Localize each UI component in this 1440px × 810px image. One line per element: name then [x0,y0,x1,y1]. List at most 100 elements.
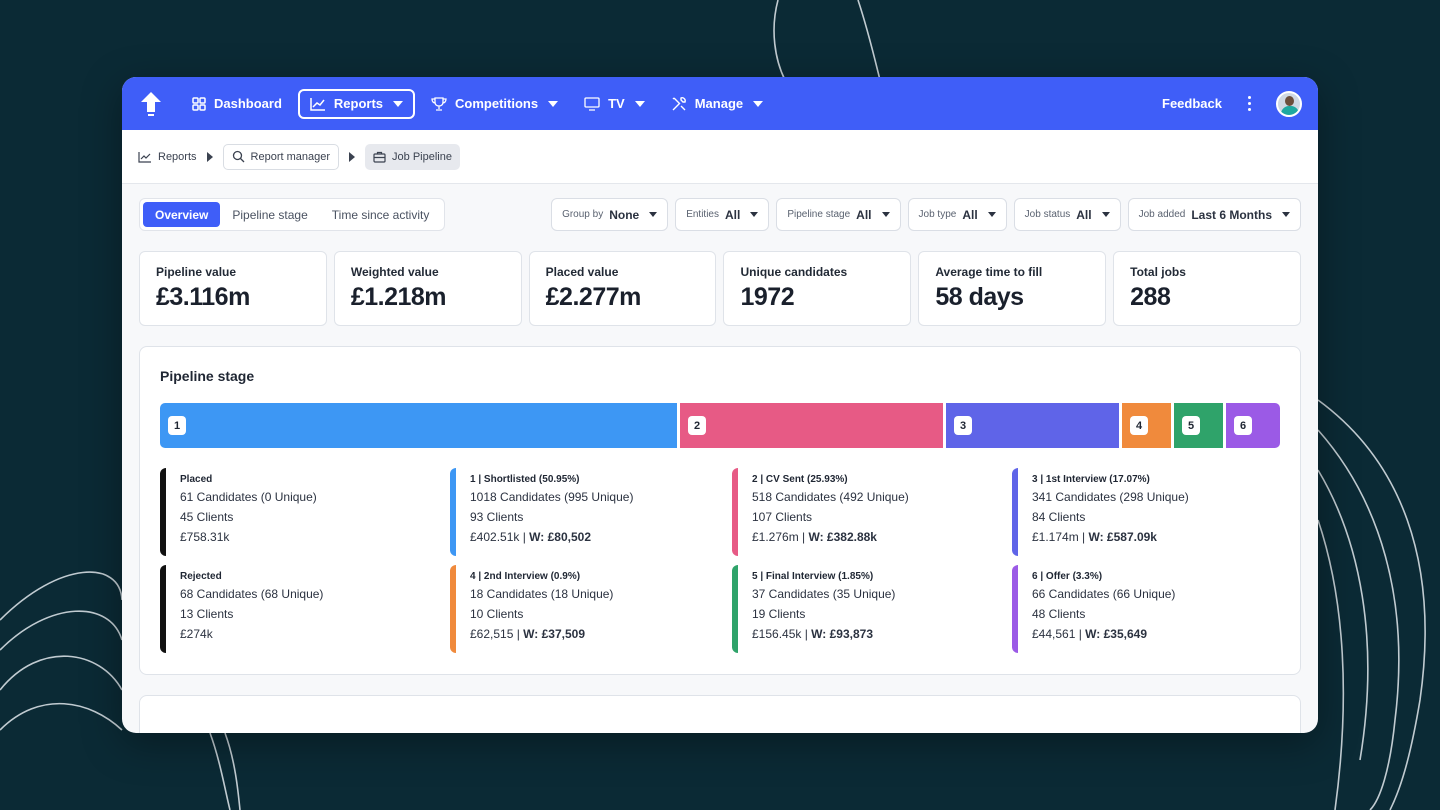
stage-candidates: 68 Candidates (68 Unique) [180,587,324,601]
kpi-cards: Pipeline value £3.116m Weighted value £1… [139,251,1301,326]
filter-value: All [1076,207,1092,222]
filter-entities[interactable]: Entities All [675,198,770,231]
pipeline-segment-4[interactable]: 4 [1122,403,1171,448]
stage-title: 5 | Final Interview (1.85%) [752,571,874,582]
pipeline-segment-6[interactable]: 6 [1226,403,1280,448]
kpi-value: 288 [1130,283,1171,311]
breadcrumb-job-pipeline: Job Pipeline [365,143,460,170]
chevron-right-icon [206,151,213,162]
breadcrumb-reports[interactable]: Reports [138,151,197,163]
kpi-placed-value: Placed value £2.277m [528,251,717,326]
filter-group-by[interactable]: Group by None [551,198,669,231]
chevron-right-icon [349,151,356,162]
filter-row: Overview Pipeline stage Time since activ… [139,198,1301,231]
avatar[interactable] [1276,90,1302,117]
chevron-down-icon [987,212,996,217]
chevron-down-icon [881,212,890,217]
filter-value: All [725,207,741,222]
filter-value: None [609,207,640,222]
chart-icon [310,97,325,111]
kpi-pipeline-value: Pipeline value £3.116m [139,251,327,326]
stage-value: £62,515 | W: £37,509 [470,627,710,642]
stage-stat-card: Rejected 68 Candidates (68 Unique) 13 Clie… [160,565,420,653]
segment-badge: 3 [954,416,972,435]
briefcase-icon [373,151,386,163]
filter-job-type[interactable]: Job type All [907,198,1007,231]
pipeline-stage-panel: Pipeline stage 1 2 3 4 5 6 Placed 61 Candidate… [139,346,1301,675]
stage-stat-card: 1 | Shortlisted (50.95%) 1018 Candidates … [450,468,710,556]
chevron-down-icon [750,212,759,217]
stage-color-bar [160,565,166,653]
logo-icon[interactable] [138,89,164,119]
app-window: Dashboard Reports Competitions TV Manage… [122,77,1318,733]
stage-clients: 10 Clients [470,607,524,621]
stage-title: Rejected [180,571,222,582]
kpi-label: Unique candidates [740,265,848,279]
nav-competitions[interactable]: Competitions [421,89,568,119]
stage-weighted-value: W: £587.09k [1088,530,1157,544]
pipeline-segment-2[interactable]: 2 [680,403,943,448]
stage-value-amount: £758.31k [180,530,230,544]
stage-value-amount: £1.276m | [752,530,809,544]
view-tabs: Overview Pipeline stage Time since activ… [139,198,446,231]
stage-stat-card: 4 | 2nd Interview (0.9%) 18 Candidates (1… [450,565,710,653]
tab-time-since-activity[interactable]: Time since activity [331,207,430,222]
stage-stat-card: Placed 61 Candidates (0 Unique) 45 Clients… [160,468,420,556]
stage-weighted-value: W: £37,509 [523,627,585,641]
nav-tv-label: TV [608,96,625,111]
filter-job-added[interactable]: Job added Last 6 Months [1127,198,1301,231]
stage-candidates: 18 Candidates (18 Unique) [470,587,614,601]
breadcrumb: Reports Report manager Job Pipeline [122,130,1318,184]
stage-candidates: 1018 Candidates (995 Unique) [470,490,634,504]
stage-candidates: 66 Candidates (66 Unique) [1032,587,1176,601]
kpi-label: Total jobs [1130,265,1186,279]
more-options-icon[interactable] [1244,96,1254,111]
nav-manage[interactable]: Manage [661,89,773,119]
breadcrumb-reports-label: Reports [158,150,197,163]
nav-tv[interactable]: TV [574,89,655,119]
stage-value: £1.276m | W: £382.88k [752,530,992,545]
stage-clients: 107 Clients [752,510,813,524]
stage-value: £402.51k | W: £80,502 [470,530,710,545]
nav-reports[interactable]: Reports [297,88,416,119]
kpi-total-jobs: Total jobs 288 [1113,251,1301,326]
segment-badge: 1 [168,416,186,435]
stage-candidates: 37 Candidates (35 Unique) [752,587,896,601]
stage-color-bar [1012,468,1018,556]
filter-pipeline-stage[interactable]: Pipeline stage All [776,198,901,231]
tab-pipeline-stage[interactable]: Pipeline stage [232,207,308,222]
nav-dashboard[interactable]: Dashboard [182,89,292,119]
breadcrumb-report-manager-label: Report manager [250,150,331,163]
pipeline-segment-5[interactable]: 5 [1174,403,1223,448]
chevron-down-icon [1101,212,1110,217]
tab-overview[interactable]: Overview [143,202,221,227]
filter-label: Group by [562,209,604,220]
pipeline-segment-1[interactable]: 1 [160,403,677,448]
secondary-panel [139,695,1301,733]
breadcrumb-report-manager[interactable]: Report manager [222,143,340,170]
kpi-value: 58 days [935,283,1024,311]
chevron-down-icon [753,100,764,107]
filter-job-status[interactable]: Job status All [1013,198,1121,231]
stage-value: £274k [180,627,420,642]
stage-title: 1 | Shortlisted (50.95%) [470,474,580,485]
feedback-link[interactable]: Feedback [1162,96,1222,111]
segment-badge: 4 [1130,416,1148,435]
stage-value: £156.45k | W: £93,873 [752,627,992,642]
stage-clients: 45 Clients [180,510,234,524]
stage-weighted-value: W: £80,502 [529,530,591,544]
stage-value-amount: £1.174m | [1032,530,1089,544]
tools-icon [672,96,686,110]
stage-value-amount: £62,515 | [470,627,524,641]
stage-value: £1.174m | W: £587.09k [1032,530,1272,545]
trophy-icon [431,96,447,111]
filter-value: All [856,207,872,222]
kpi-value: 1972 [740,283,795,311]
pipeline-segment-3[interactable]: 3 [946,403,1119,448]
chevron-down-icon [649,212,658,217]
stage-value-amount: £274k [180,627,213,641]
stage-stat-card: 6 | Offer (3.3%) 66 Candidates (66 Unique… [1012,565,1272,653]
stage-candidates: 61 Candidates (0 Unique) [180,490,317,504]
nav-competitions-label: Competitions [455,96,539,111]
